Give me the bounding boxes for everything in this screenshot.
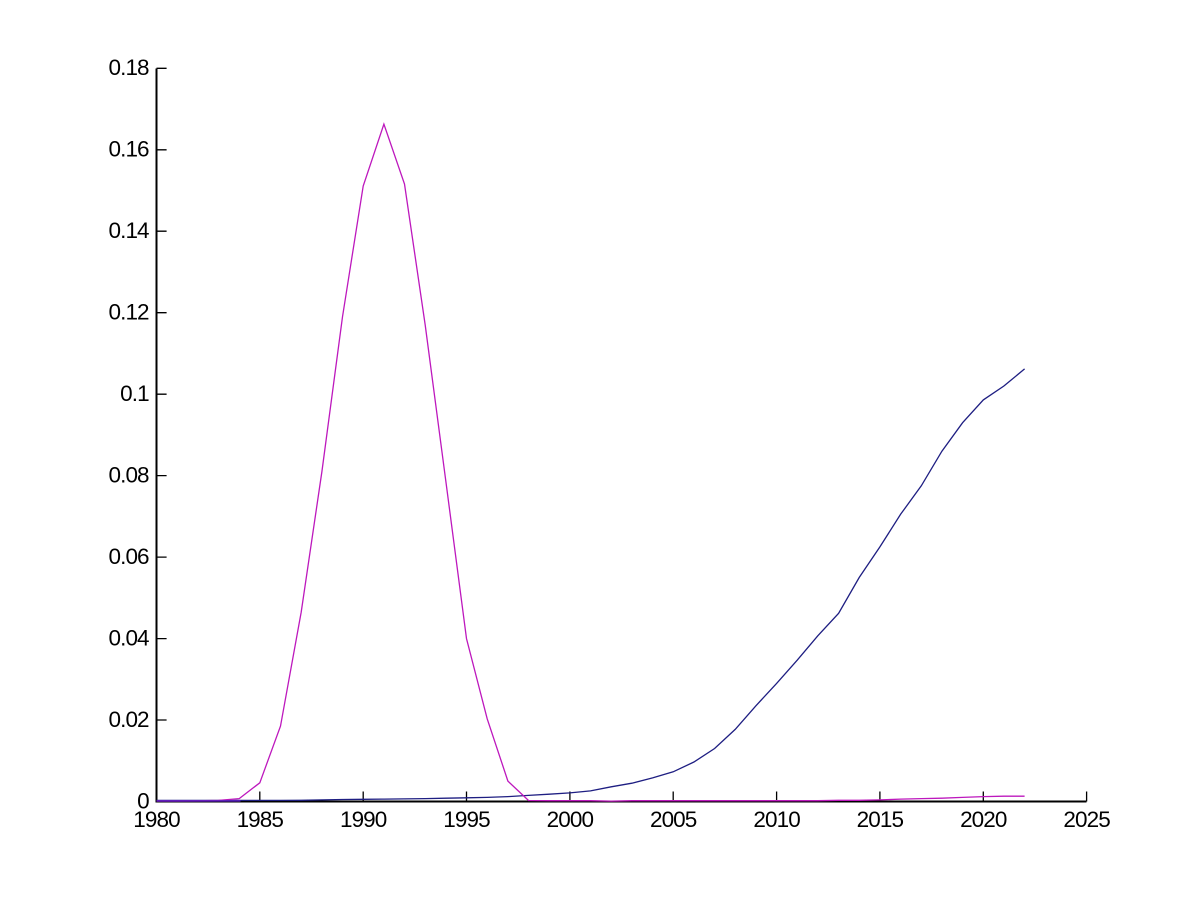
svg-text:2025: 2025 — [1063, 807, 1110, 832]
svg-text:1980: 1980 — [133, 807, 180, 832]
svg-text:2020: 2020 — [960, 807, 1007, 832]
svg-text:0.04: 0.04 — [108, 625, 149, 650]
svg-text:0.06: 0.06 — [108, 544, 149, 569]
svg-text:1995: 1995 — [443, 807, 490, 832]
svg-text:0.08: 0.08 — [108, 462, 149, 487]
svg-text:1990: 1990 — [340, 807, 387, 832]
svg-text:0.12: 0.12 — [108, 300, 149, 325]
svg-text:0.1: 0.1 — [120, 381, 149, 406]
svg-text:0.14: 0.14 — [108, 218, 149, 243]
svg-text:1985: 1985 — [237, 807, 284, 832]
svg-text:0.16: 0.16 — [108, 137, 149, 162]
svg-text:2000: 2000 — [547, 807, 594, 832]
svg-text:2010: 2010 — [753, 807, 800, 832]
svg-text:0: 0 — [137, 788, 149, 813]
svg-text:0.18: 0.18 — [108, 55, 149, 80]
svg-text:2005: 2005 — [650, 807, 697, 832]
svg-text:2015: 2015 — [857, 807, 904, 832]
svg-text:0.02: 0.02 — [108, 707, 149, 732]
